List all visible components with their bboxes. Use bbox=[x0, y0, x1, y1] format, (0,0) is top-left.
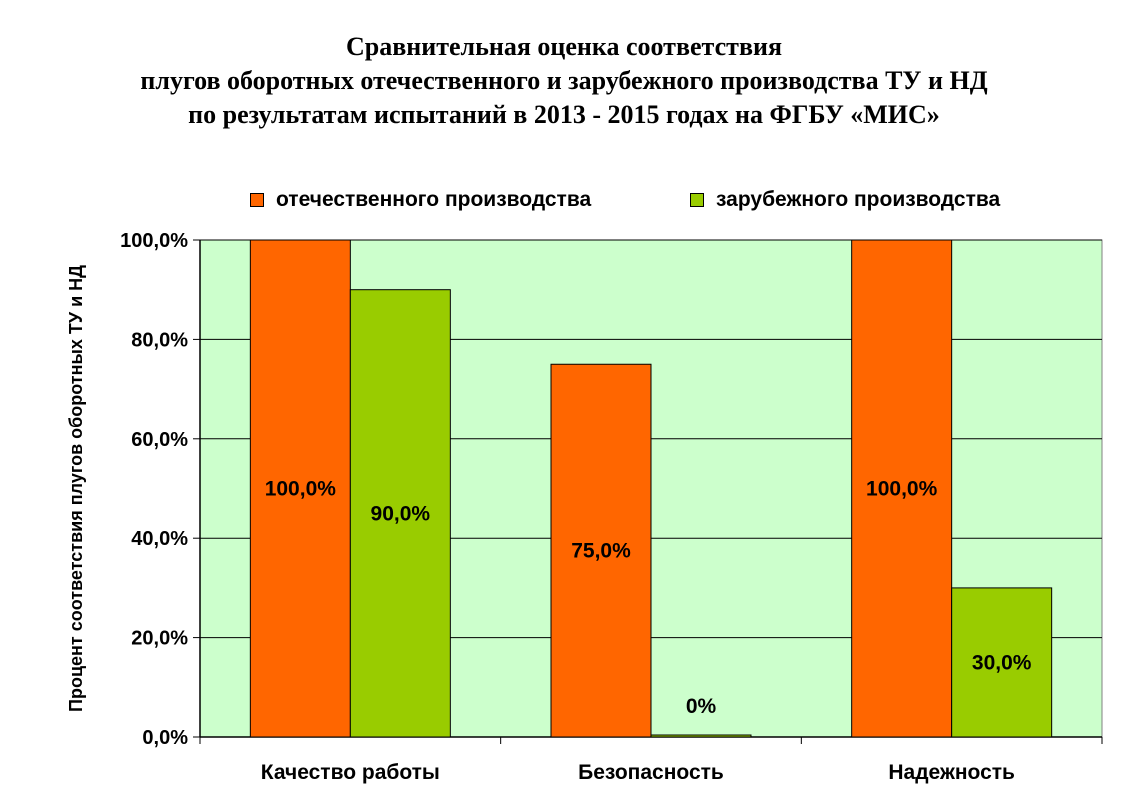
legend-label-foreign: зарубежного производства bbox=[716, 188, 1001, 211]
data-label-foreign: 0% bbox=[686, 695, 717, 718]
title-line-2: плугов оборотных отечественного и зарубе… bbox=[140, 66, 988, 95]
title-line-3: по результатам испытаний в 2013 - 2015 г… bbox=[188, 100, 940, 129]
bar-domestic bbox=[851, 239, 953, 738]
legend-swatch-foreign bbox=[690, 193, 704, 207]
legend: отечественного производства зарубежного … bbox=[0, 188, 1128, 218]
y-tick-label: 0,0% bbox=[142, 727, 188, 749]
bar-foreign bbox=[349, 289, 451, 738]
y-tick-label: 20,0% bbox=[131, 628, 188, 650]
y-axis-title: Процент соответствия плугов оборотных ТУ… bbox=[66, 265, 86, 712]
data-label-domestic: 100,0% bbox=[265, 478, 337, 501]
bar-domestic bbox=[550, 363, 652, 738]
legend-item-foreign: зарубежного производства bbox=[690, 188, 1000, 212]
chart-title: Сравнительная оценка соответствия плугов… bbox=[0, 30, 1128, 132]
y-tick-label: 40,0% bbox=[131, 528, 188, 550]
data-label-domestic: 75,0% bbox=[571, 540, 631, 563]
y-tick-label: 60,0% bbox=[131, 429, 188, 451]
x-category-label: Надежность bbox=[888, 761, 1015, 784]
data-label-foreign: 90,0% bbox=[371, 502, 431, 525]
title-line-1: Сравнительная оценка соответствия bbox=[345, 32, 783, 61]
data-label-domestic: 100,0% bbox=[866, 478, 938, 501]
legend-label-domestic: отечественного производства bbox=[276, 188, 592, 211]
data-label-foreign: 30,0% bbox=[972, 651, 1032, 674]
legend-item-domestic: отечественного производства bbox=[250, 188, 591, 212]
x-category-label: Качество работы bbox=[261, 761, 440, 784]
bar-foreign bbox=[650, 734, 752, 738]
bar-foreign bbox=[951, 587, 1053, 738]
bar-domestic bbox=[249, 239, 351, 738]
y-tick-label: 100,0% bbox=[120, 230, 188, 252]
y-tick-label: 80,0% bbox=[131, 329, 188, 351]
x-category-label: Безопасность bbox=[578, 761, 724, 784]
legend-swatch-domestic bbox=[250, 193, 264, 207]
